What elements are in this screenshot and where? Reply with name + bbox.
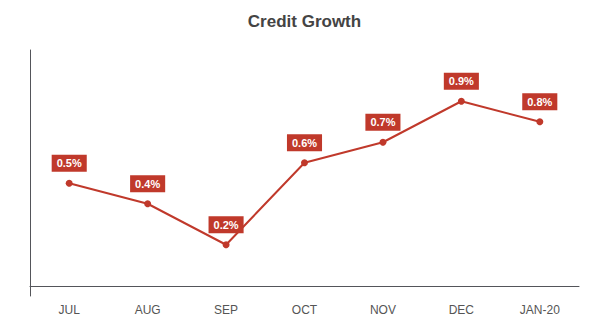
svg-text:0.8%: 0.8% — [527, 96, 552, 108]
svg-text:OCT: OCT — [292, 303, 318, 317]
svg-text:JUL: JUL — [59, 303, 81, 317]
svg-text:NOV: NOV — [370, 303, 396, 317]
svg-text:0.9%: 0.9% — [449, 75, 474, 87]
svg-text:0.5%: 0.5% — [57, 157, 82, 169]
svg-text:DEC: DEC — [449, 303, 475, 317]
svg-text:0.6%: 0.6% — [292, 137, 317, 149]
svg-text:JAN-20: JAN-20 — [520, 303, 560, 317]
svg-text:AUG: AUG — [135, 303, 161, 317]
svg-text:Credit Growth: Credit Growth — [248, 12, 361, 31]
svg-text:0.2%: 0.2% — [214, 219, 239, 231]
svg-text:SEP: SEP — [214, 303, 238, 317]
svg-text:0.7%: 0.7% — [370, 116, 395, 128]
svg-text:0.4%: 0.4% — [135, 178, 160, 190]
